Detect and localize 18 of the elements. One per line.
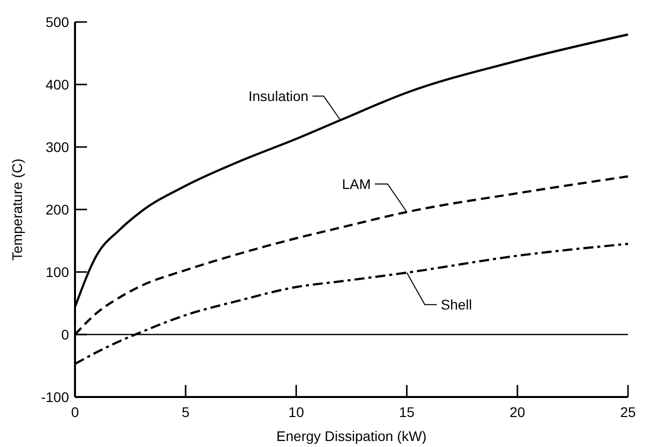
- y-tick-label: 400: [46, 76, 70, 92]
- y-tick-label: 200: [46, 202, 70, 218]
- x-tick-label: 10: [288, 404, 304, 420]
- x-tick-label: 0: [71, 404, 80, 420]
- y-tick-label: 500: [46, 14, 70, 30]
- x-tick-label: 5: [182, 404, 190, 420]
- y-tick-label: -100: [40, 389, 70, 405]
- x-tick-label: 15: [399, 404, 415, 420]
- series-label: LAM: [342, 176, 371, 192]
- y-tick-label: 300: [46, 139, 70, 155]
- series-label: Insulation: [248, 88, 308, 104]
- y-tick-label: 100: [46, 264, 70, 280]
- x-tick-label: 25: [620, 404, 636, 420]
- x-tick-label: 20: [510, 404, 526, 420]
- y-tick-label: 0: [61, 326, 70, 342]
- x-axis-title: Energy Dissipation (kW): [276, 428, 427, 444]
- text: Shell: [440, 296, 472, 313]
- y-axis-title: Temperature (C): [9, 158, 25, 260]
